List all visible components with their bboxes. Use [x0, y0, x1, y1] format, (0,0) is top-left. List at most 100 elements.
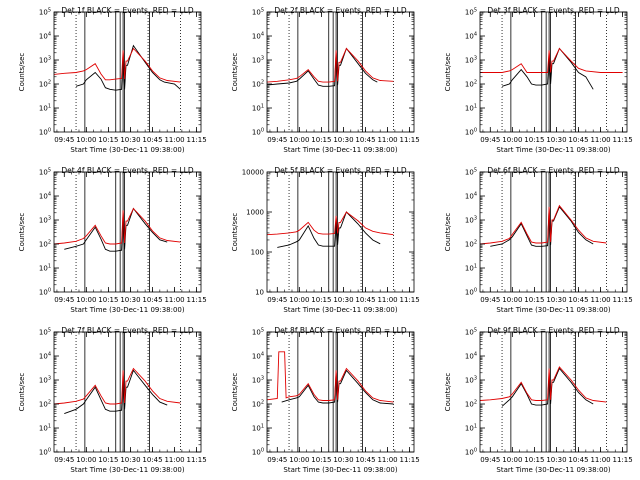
x-tick-label: 10:30	[120, 456, 140, 464]
y-tick-label: 101	[252, 104, 264, 113]
x-tick-label: 10:45	[568, 296, 588, 304]
x-tick-label: 09:45	[480, 456, 500, 464]
y-tick-label: 102	[465, 400, 477, 409]
x-axis-label: Start Time (30-Dec-11 09:38:00)	[70, 306, 184, 314]
x-tick-label: 10:45	[355, 456, 375, 464]
x-tick-label: 11:00	[590, 456, 610, 464]
x-tick-label: 10:00	[289, 456, 309, 464]
y-tick-label: 100	[252, 448, 264, 457]
x-tick-label: 10:30	[546, 296, 566, 304]
x-tick-label: 11:15	[399, 296, 419, 304]
y-tick-exponent: 4	[48, 352, 51, 358]
y-tick-label: 103	[39, 376, 51, 385]
y-tick-exponent: 4	[261, 32, 264, 38]
series-line-lld	[480, 366, 607, 403]
y-tick-label: 103	[252, 376, 264, 385]
x-axis-label: Start Time (30-Dec-11 09:38:00)	[496, 146, 610, 154]
y-tick-exponent: 0	[474, 448, 477, 454]
x-tick-label: 11:00	[377, 456, 397, 464]
y-tick-label: 104	[39, 192, 51, 201]
x-axis-label: Start Time (30-Dec-11 09:38:00)	[283, 306, 397, 314]
x-tick-label: 10:00	[76, 456, 96, 464]
series-line-lld	[267, 211, 394, 236]
panel-title: Det 9f BLACK = Events, RED = LLD	[487, 326, 620, 335]
x-tick-label: 09:45	[480, 296, 500, 304]
x-tick-label: 11:15	[612, 136, 632, 144]
x-axis-label: Start Time (30-Dec-11 09:38:00)	[283, 466, 397, 474]
y-tick-exponent: 1	[48, 104, 51, 110]
y-tick-label: 101	[39, 424, 51, 433]
y-tick-exponent: 2	[48, 240, 51, 246]
x-tick-label: 10:15	[524, 456, 544, 464]
y-axis-label: Counts/sec	[18, 373, 26, 412]
y-tick-exponent: 5	[48, 168, 51, 174]
series-line-lld	[54, 207, 181, 245]
x-axis-label: Start Time (30-Dec-11 09:38:00)	[283, 146, 397, 154]
y-tick-label: 104	[465, 352, 477, 361]
x-tick-label: 11:15	[186, 136, 206, 144]
y-tick-label: 104	[465, 32, 477, 41]
y-tick-label: 101	[465, 424, 477, 433]
y-tick-exponent: 2	[48, 400, 51, 406]
y-tick-exponent: 4	[474, 352, 477, 358]
x-tick-label: 10:45	[568, 136, 588, 144]
x-tick-label: 11:15	[399, 456, 419, 464]
x-tick-label: 11:00	[590, 296, 610, 304]
y-tick-label: 100	[465, 288, 477, 297]
y-tick-label: 105	[465, 328, 477, 337]
x-tick-label: 09:45	[480, 136, 500, 144]
plot-frame	[479, 331, 628, 453]
x-tick-label: 11:15	[612, 456, 632, 464]
series-line-events	[267, 47, 378, 87]
y-tick-label: 103	[252, 56, 264, 65]
y-tick-label: 101	[465, 104, 477, 113]
y-tick-label: 10	[255, 289, 264, 297]
x-tick-label: 11:00	[377, 296, 397, 304]
y-tick-exponent: 3	[261, 376, 264, 382]
y-tick-exponent: 1	[474, 264, 477, 270]
y-tick-exponent: 3	[261, 56, 264, 62]
x-tick-label: 10:30	[546, 136, 566, 144]
x-tick-label: 10:45	[568, 456, 588, 464]
plot-frame	[266, 331, 415, 453]
x-tick-label: 09:45	[267, 296, 287, 304]
y-tick-label: 102	[39, 80, 51, 89]
y-tick-exponent: 3	[48, 216, 51, 222]
y-tick-label: 105	[252, 8, 264, 17]
x-tick-label: 10:30	[120, 296, 140, 304]
y-tick-label: 102	[465, 80, 477, 89]
x-tick-label: 09:45	[267, 456, 287, 464]
y-tick-exponent: 2	[474, 400, 477, 406]
series-line-events	[75, 44, 181, 91]
x-tick-label: 11:15	[186, 296, 206, 304]
x-tick-label: 10:15	[311, 296, 331, 304]
x-tick-label: 11:00	[164, 136, 184, 144]
y-tick-label: 100	[252, 128, 264, 137]
x-tick-label: 10:00	[502, 296, 522, 304]
y-axis-label: Counts/sec	[444, 373, 452, 412]
plot-frame	[479, 11, 628, 133]
series-line-lld	[480, 47, 623, 73]
y-tick-exponent: 1	[48, 264, 51, 270]
x-tick-label: 10:15	[524, 136, 544, 144]
panel-title: Det 1f BLACK = Events, RED = LLD	[61, 6, 194, 15]
y-tick-label: 103	[39, 216, 51, 225]
y-axis-label: Counts/sec	[444, 53, 452, 92]
y-tick-label: 104	[252, 352, 264, 361]
y-tick-label: 10000	[242, 169, 264, 177]
x-tick-label: 09:45	[54, 136, 74, 144]
y-tick-exponent: 5	[474, 328, 477, 334]
series-line-lld	[267, 351, 394, 403]
x-tick-label: 10:30	[333, 456, 353, 464]
series-line-events	[64, 369, 168, 415]
y-tick-label: 103	[39, 56, 51, 65]
y-tick-label: 100	[251, 249, 264, 257]
y-tick-exponent: 3	[474, 376, 477, 382]
y-tick-exponent: 0	[48, 128, 51, 134]
panel-title: Det 2f BLACK = Events, RED = LLD	[274, 6, 407, 15]
y-tick-label: 1000	[246, 209, 264, 217]
y-axis-label: Counts/sec	[231, 373, 239, 412]
